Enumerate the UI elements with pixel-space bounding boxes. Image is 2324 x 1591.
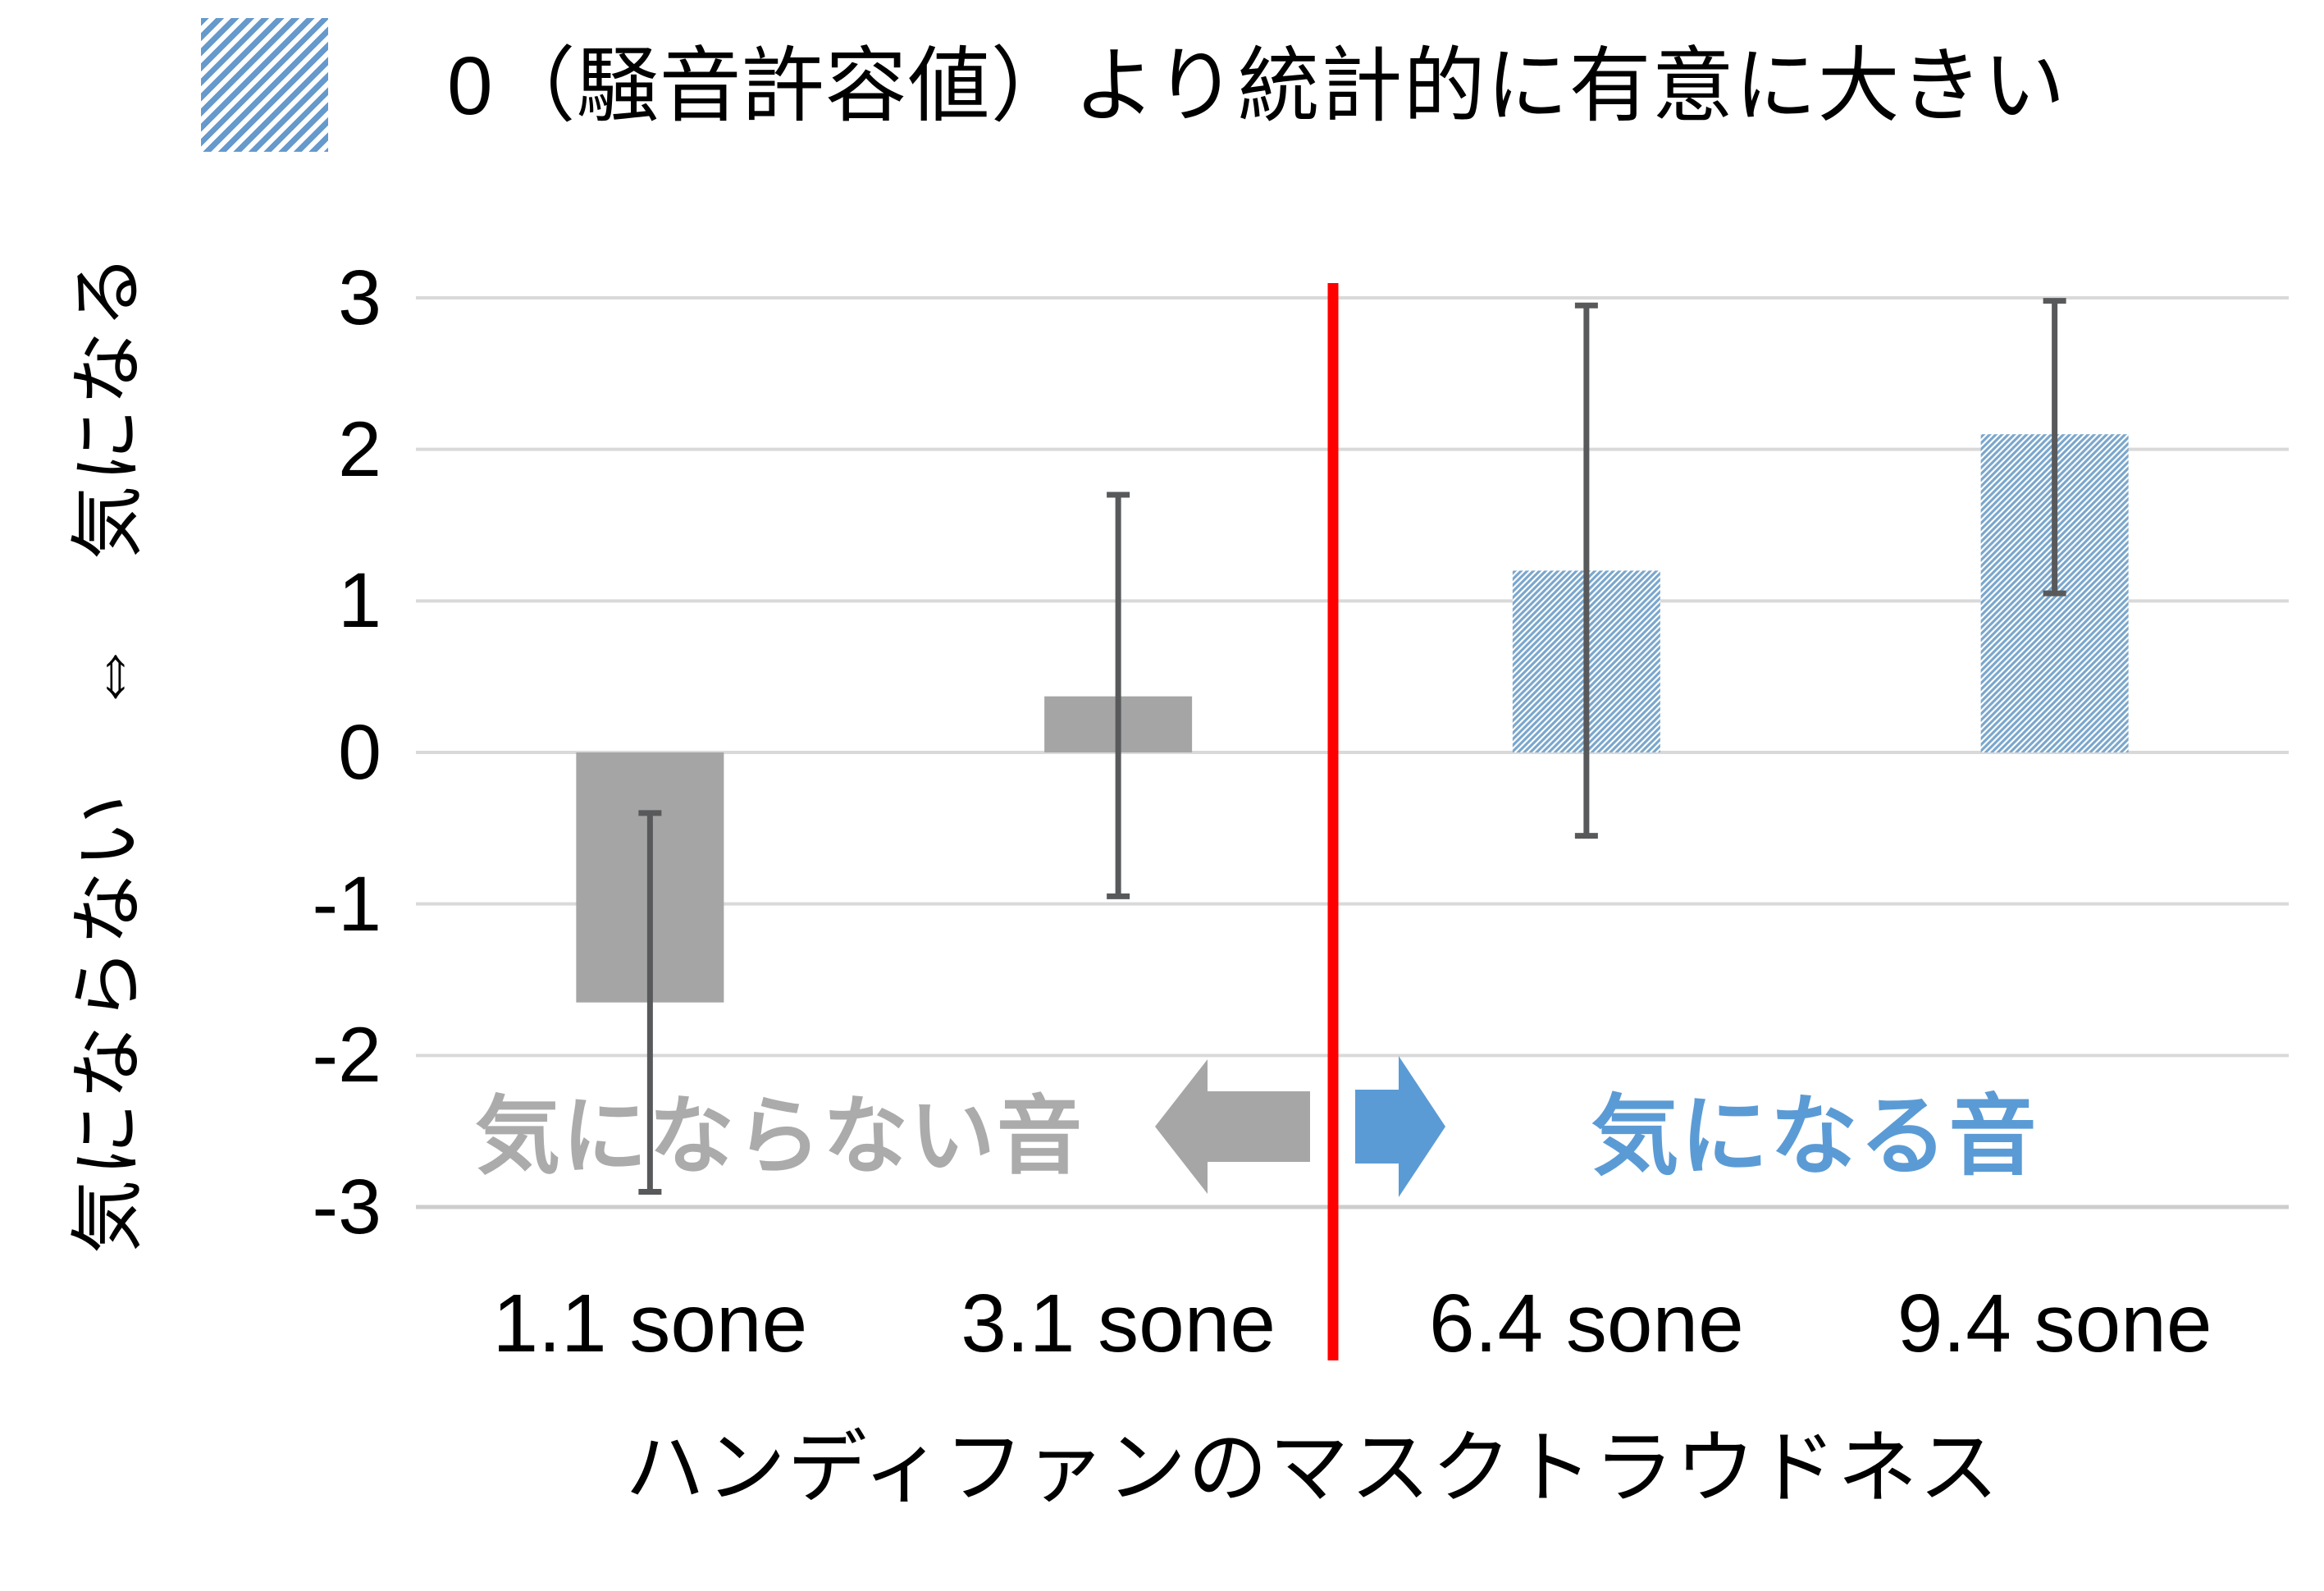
x-category-label-6.4-sone: 6.4 sone: [1429, 1278, 1744, 1369]
x-category-label-9.4-sone: 9.4 sone: [1897, 1278, 2212, 1369]
y-tick-label-0: 0: [338, 709, 381, 796]
y-tick-label-2: 2: [338, 405, 381, 493]
y-tick-label--3: -3: [312, 1164, 381, 1250]
error-bar-1.1-sone: [638, 810, 662, 1196]
error-bar-3.1-sone: [1107, 491, 1130, 899]
x-category-label-1.1-sone: 1.1 sone: [492, 1278, 808, 1369]
annotation-left-label: 気にならない音: [474, 1089, 1084, 1185]
annotation-right-label: 気になる音: [1591, 1086, 2039, 1186]
legend-swatch-hatched-blue-icon: [201, 18, 328, 152]
y-tick-label-3: 3: [338, 254, 381, 341]
error-bar-6.4-sone: [1574, 302, 1598, 839]
error-bar-9.4-sone: [2043, 298, 2066, 597]
right-arrow-icon: [1355, 1056, 1445, 1197]
x-category-label-3.1-sone: 3.1 sone: [961, 1278, 1276, 1369]
legend-label: 0（騒音許容値）より統計的に有意に大きい: [447, 40, 2066, 132]
y-tick-label-1: 1: [338, 557, 381, 645]
legend: 0（騒音許容値）より統計的に有意に大きい: [0, 0, 2324, 164]
left-arrow-icon: [1155, 1059, 1310, 1194]
x-axis-title: ハンディファンのマスクトラウドネス: [624, 1423, 2001, 1513]
y-tick-label--2: -2: [312, 1012, 381, 1100]
y-tick-label--1: -1: [312, 860, 381, 948]
